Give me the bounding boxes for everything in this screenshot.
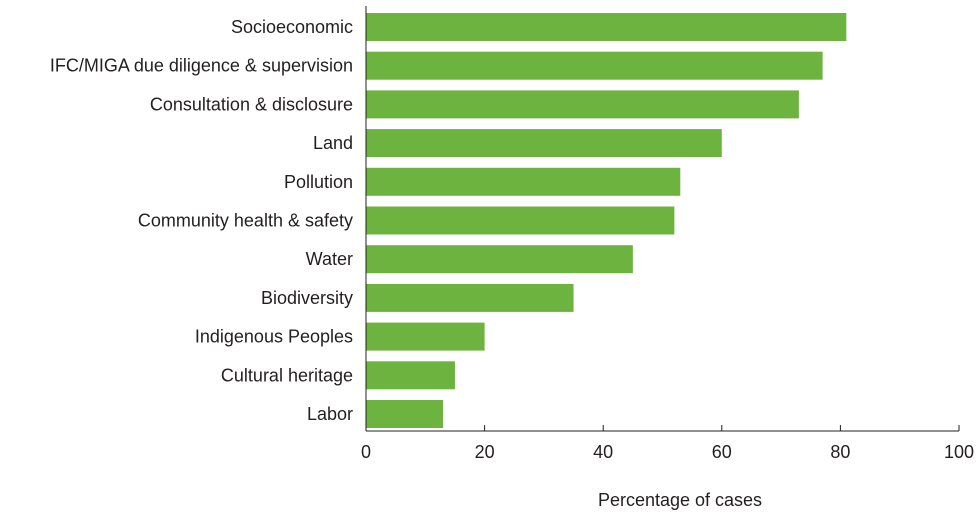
x-tick-label: 60 — [712, 442, 732, 462]
bar-5 — [366, 206, 675, 235]
category-label: Land — [313, 133, 353, 153]
x-tick-label: 40 — [593, 442, 613, 462]
bar-0 — [366, 13, 847, 41]
bar-8 — [366, 322, 485, 351]
bar-4 — [366, 167, 681, 196]
category-labels: Socioeconomic IFC/MIGA due diligence & su… — [50, 17, 353, 424]
bar-3 — [366, 129, 722, 158]
bar-9 — [366, 361, 455, 390]
x-tick-label: 100 — [944, 442, 974, 462]
category-label: Water — [306, 249, 353, 269]
category-label: Consultation & disclosure — [150, 94, 353, 114]
bar-1 — [366, 51, 823, 80]
bar-2 — [366, 90, 799, 119]
x-ticks-group: 0 20 40 60 80 100 — [361, 425, 974, 462]
x-tick-label: 80 — [830, 442, 850, 462]
category-label: Community health & safety — [138, 211, 353, 231]
x-tick-label: 20 — [475, 442, 495, 462]
category-label: Socioeconomic — [231, 17, 353, 37]
bar-10 — [366, 400, 444, 428]
bar-6 — [366, 245, 633, 274]
category-label: Cultural heritage — [221, 365, 353, 385]
x-tick-label: 0 — [361, 442, 371, 462]
category-label: Indigenous Peoples — [195, 327, 353, 347]
category-label: Biodiversity — [261, 288, 353, 308]
axes-group — [365, 6, 959, 432]
category-label: Labor — [307, 404, 353, 424]
bars-group — [366, 13, 847, 428]
bar-7 — [366, 283, 574, 312]
category-label: Pollution — [284, 172, 353, 192]
category-label: IFC/MIGA due diligence & supervision — [50, 56, 353, 76]
x-axis-title: Percentage of cases — [598, 490, 762, 510]
